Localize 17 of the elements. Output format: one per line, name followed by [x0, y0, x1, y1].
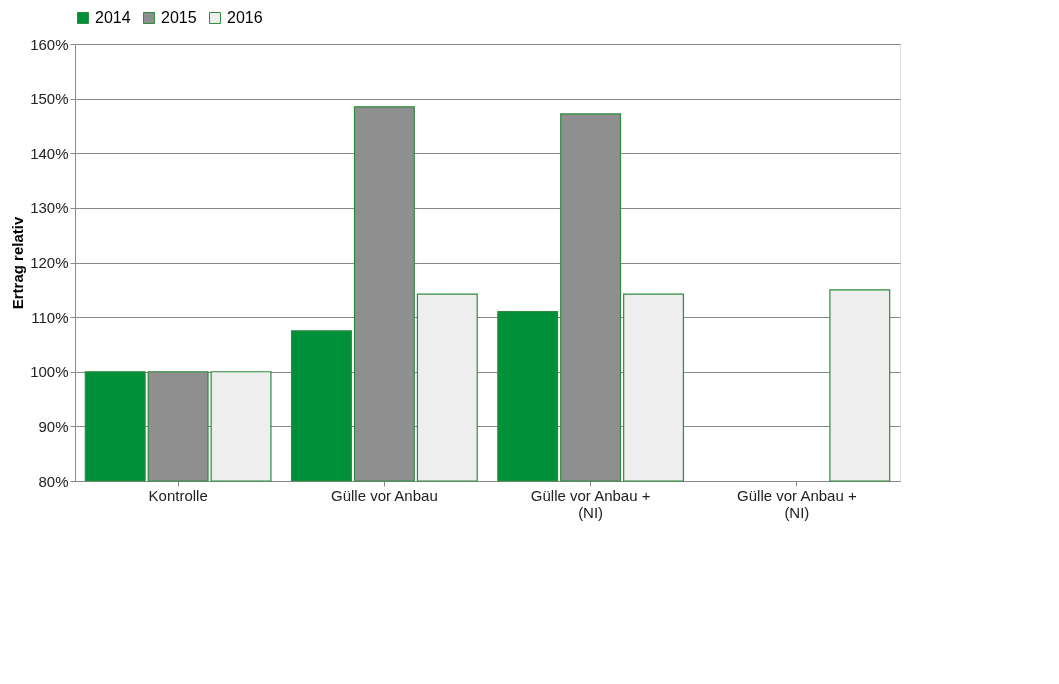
legend-label: 2016 [227, 9, 263, 26]
x-tick-label: Kontrolle [148, 486, 208, 504]
y-tick-label: 120% [30, 254, 69, 271]
x-tick-label: Gülle vor Anbau [331, 486, 438, 504]
legend-label: 2014 [95, 9, 131, 26]
y-tick-label: 130% [30, 199, 69, 217]
y-tick-label: 100% [30, 363, 69, 381]
y-tick-label: 110% [31, 308, 69, 326]
x-tick-label: Gülle vor Anbau + (NI) [530, 486, 651, 521]
x-tick-label: Gülle vor Anbau + (NI) [737, 486, 857, 521]
legend-label: 2015 [161, 9, 197, 26]
y-tick-label: 150% [30, 90, 69, 108]
y-axis-title: Ertrag relativ [9, 216, 27, 310]
y-tick-label: 80% [38, 472, 69, 490]
y-tick-label: 160% [30, 35, 69, 53]
y-tick-label: 140% [30, 144, 69, 162]
y-tick-label: 90% [38, 417, 69, 435]
